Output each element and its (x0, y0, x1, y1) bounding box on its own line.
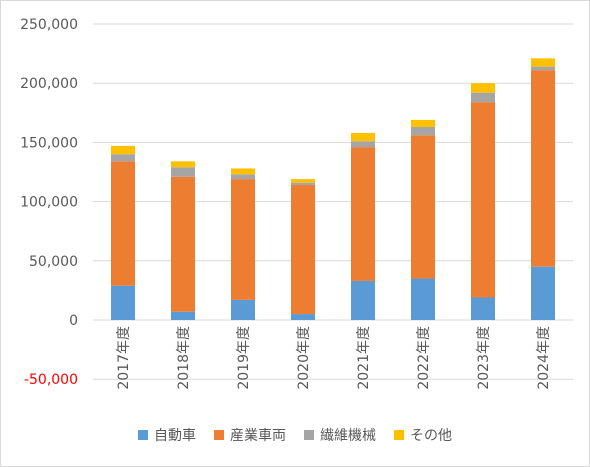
legend-swatch-1 (214, 430, 224, 440)
x-tick-label: 2020年度 (296, 326, 312, 390)
legend-item-1: 産業車両 (214, 425, 286, 445)
y-tick-label: 150,000 (20, 135, 78, 151)
legend-item-3: その他 (394, 425, 452, 445)
bar-segment (351, 280, 375, 320)
bar-segment (171, 311, 195, 320)
bar-segment (231, 299, 255, 320)
legend-label-2: 繊維機械 (320, 428, 376, 444)
bar-segment (411, 127, 435, 136)
x-tick-label: 2017年度 (116, 326, 132, 390)
legend-item-0: 自動車 (138, 425, 196, 445)
bar-segment (111, 161, 135, 286)
bar-segment (351, 132, 375, 142)
bar-segment (231, 168, 255, 175)
y-tick-label: 100,000 (20, 195, 78, 211)
bar-segment (411, 119, 435, 128)
bar-segment (291, 182, 315, 186)
bar-segment (351, 141, 375, 148)
bar-segment (171, 176, 195, 312)
x-tick-label: 2021年度 (356, 326, 372, 390)
legend-label-1: 産業車両 (230, 428, 286, 444)
legend-swatch-2 (304, 430, 314, 440)
bar-segment (471, 83, 495, 93)
bar-segment (171, 161, 195, 168)
bar-segment (171, 167, 195, 177)
legend-swatch-3 (394, 430, 404, 440)
y-tick-label: -50,000 (24, 372, 78, 388)
bar-segment (531, 66, 555, 71)
bar-segment (231, 179, 255, 300)
y-tick-label: 0 (69, 313, 78, 329)
legend-label-0: 自動車 (154, 428, 196, 444)
y-tick-label: 200,000 (20, 76, 78, 92)
x-tick-label: 2018年度 (176, 326, 192, 390)
legend: 自動車 産業車両 繊維機械 その他 (1, 425, 589, 445)
bar-segment (111, 154, 135, 162)
x-tick-label: 2022年度 (416, 326, 432, 390)
y-tick-label: 50,000 (29, 254, 78, 270)
bar-segment (411, 278, 435, 320)
x-tick-label: 2023年度 (476, 326, 492, 390)
bar-segment (531, 58, 555, 67)
bar-segment (111, 285, 135, 320)
bar-segment (531, 70, 555, 267)
bar-segment (291, 179, 315, 183)
bar-segment (291, 185, 315, 315)
stacked-bar-chart: 250,000 200,000 150,000 100,000 50,000 0 -50,0… (20, 17, 573, 390)
bar-segment (291, 314, 315, 320)
bar-segment (471, 92, 495, 103)
y-tick-label: 250,000 (20, 17, 78, 33)
legend-item-2: 繊維機械 (304, 425, 376, 445)
bar-segment (351, 147, 375, 281)
legend-swatch-0 (138, 430, 148, 440)
bar-segment (411, 135, 435, 279)
bar-segment (231, 174, 255, 180)
x-tick-label: 2024年度 (536, 326, 552, 390)
bar-segment (471, 297, 495, 320)
bar-segment (531, 266, 555, 320)
x-tick-label: 2019年度 (236, 326, 252, 390)
legend-label-3: その他 (410, 428, 452, 444)
bar-segment (111, 145, 135, 155)
bar-segment (471, 102, 495, 298)
